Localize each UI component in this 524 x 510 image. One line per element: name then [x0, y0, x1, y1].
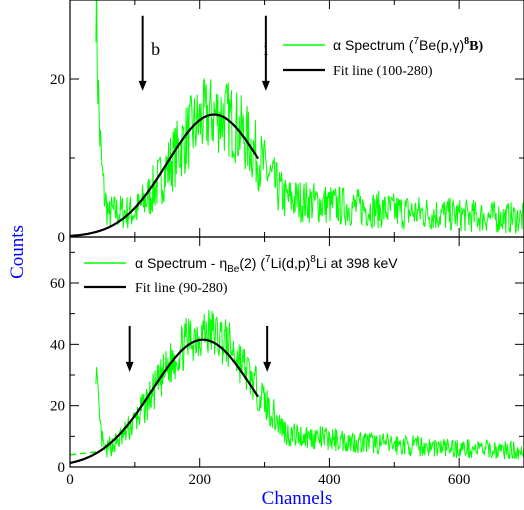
bottom-panel: 0 200 400 600 0 20 40 60 α Spectrum - ηBe(2) (7…	[50, 236, 524, 488]
bottom-legend: α Spectrum - ηBe(2) (7Li(d,p)8Li at 398 …	[84, 254, 398, 296]
legend-label-spectrum: α Spectrum - ηBe(2) (7Li(d,p)8Li at 398 …	[135, 254, 398, 275]
x-tick-label: 400	[318, 472, 341, 488]
spectrum-line	[95, 309, 524, 460]
legend-label-fit: Fit line (100-280)	[333, 64, 433, 79]
y-tick-label: 0	[58, 230, 66, 246]
y-tick-label: 40	[50, 337, 65, 353]
legend-label-fit: Fit line (90-280)	[135, 281, 228, 296]
arrow-marker	[138, 15, 147, 91]
fit-curve	[70, 338, 260, 465]
spectrum-baseline	[70, 450, 100, 456]
x-tick-label: 600	[448, 472, 471, 488]
annotation-i: i	[263, 39, 268, 59]
y-tick-label: 60	[50, 276, 65, 292]
fit-curve	[70, 113, 260, 237]
arrow-marker	[125, 325, 134, 372]
x-axis-title: Channels	[262, 488, 333, 509]
y-axis-title: Counts	[7, 225, 28, 279]
annotation-b: b	[151, 39, 160, 59]
x-tick-label: 200	[188, 472, 211, 488]
y-tick-label: 20	[50, 72, 65, 88]
plot-frame	[69, 236, 524, 468]
x-tick-label: 0	[66, 472, 74, 488]
arrow-marker	[261, 15, 270, 91]
legend-label-spectrum: α Spectrum (7Be(p,γ)8B)	[333, 36, 483, 54]
y-tick-label: 20	[50, 399, 65, 415]
spectrum-line	[95, 0, 524, 234]
top-legend: α Spectrum (7Be(p,γ)8B) Fit line (100-28…	[283, 36, 483, 79]
y-tick-label: 0	[58, 460, 66, 476]
top-panel: b i 0 20 α Spectrum (7Be(p,γ)8B) Fit line (…	[50, 0, 524, 246]
arrow-marker	[263, 325, 272, 372]
